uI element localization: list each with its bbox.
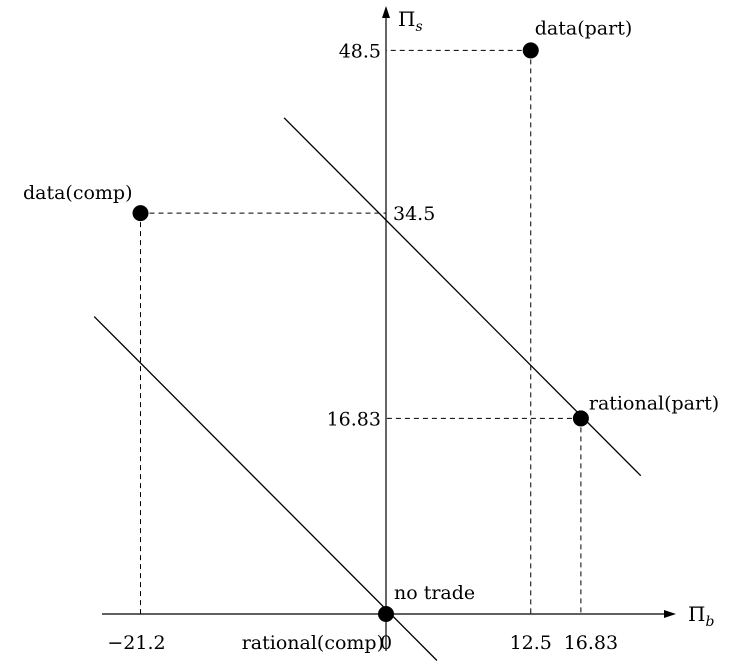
iso-lines [93, 117, 642, 661]
y-tick-label: 16.83 [327, 408, 381, 430]
y-tick-label: 48.5 [339, 40, 381, 62]
iso-line-0 [93, 316, 438, 661]
x-tick-label: 0 [380, 632, 392, 654]
y-tick-label: 34.5 [393, 203, 435, 225]
axes: Πb Πs [102, 6, 714, 651]
x-axis-arrow [664, 610, 676, 618]
x-tick-label: 12.5 [510, 632, 552, 654]
data-point [522, 42, 539, 59]
x-axis-label: Πb [688, 602, 714, 630]
point-label: data(comp) [23, 182, 133, 204]
y-axis-label: Πs [398, 7, 423, 35]
data-points: data(part) data(comp) rational(part) no tra… [23, 17, 719, 622]
y-tick-labels: 48.5 34.5 16.83 [327, 40, 436, 430]
x-tick-label: −21.2 [107, 632, 165, 654]
point-label: data(part) [535, 17, 633, 39]
x-tick-label: 16.83 [564, 632, 618, 654]
data-point [378, 606, 394, 622]
dashed-guides [140, 49, 582, 614]
annotation-label: rational(comp) [242, 632, 384, 654]
data-point [572, 410, 589, 427]
point-label: no trade [394, 582, 475, 604]
y-axis-arrow [382, 6, 390, 18]
x-tick-labels: −21.2 0 12.5 16.83 [107, 632, 618, 654]
annotations: rational(comp) [242, 632, 384, 654]
data-point [132, 205, 149, 222]
point-label: rational(part) [589, 392, 719, 414]
